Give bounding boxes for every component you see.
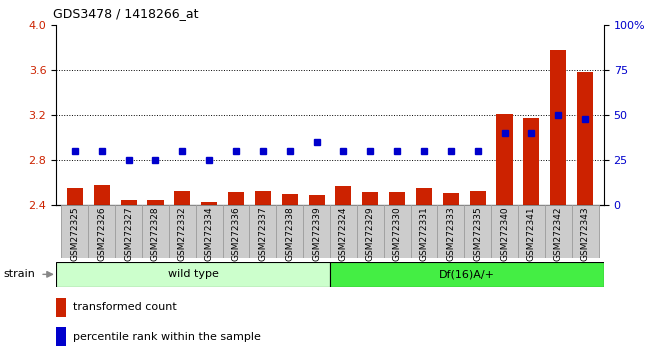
Bar — [94, 185, 110, 205]
Text: GDS3478 / 1418266_at: GDS3478 / 1418266_at — [53, 7, 199, 20]
Bar — [416, 188, 432, 205]
Bar — [550, 50, 566, 205]
Text: GSM272326: GSM272326 — [97, 206, 106, 261]
Bar — [496, 114, 513, 205]
Text: transformed count: transformed count — [73, 302, 176, 313]
Text: Df(16)A/+: Df(16)A/+ — [439, 269, 495, 279]
Text: GSM272334: GSM272334 — [205, 206, 214, 261]
Text: GSM272333: GSM272333 — [446, 206, 455, 261]
Bar — [147, 200, 164, 205]
Bar — [335, 186, 352, 205]
Text: GSM272341: GSM272341 — [527, 206, 536, 261]
Bar — [464, 205, 491, 258]
Bar — [362, 192, 378, 205]
Bar — [518, 205, 544, 258]
Bar — [174, 191, 190, 205]
Text: wild type: wild type — [168, 269, 218, 279]
Bar — [67, 188, 83, 205]
Text: GSM272340: GSM272340 — [500, 206, 509, 261]
Text: GSM272328: GSM272328 — [151, 206, 160, 261]
Bar — [282, 194, 298, 205]
Text: strain: strain — [3, 269, 35, 279]
Bar — [411, 205, 438, 258]
Bar — [255, 191, 271, 205]
Bar — [308, 195, 325, 205]
Text: GSM272336: GSM272336 — [232, 206, 240, 261]
Bar — [228, 192, 244, 205]
Bar — [383, 205, 411, 258]
Bar — [88, 205, 116, 258]
Bar — [201, 202, 217, 205]
Text: GSM272339: GSM272339 — [312, 206, 321, 261]
Bar — [544, 205, 572, 258]
Bar — [330, 262, 604, 287]
Text: GSM272330: GSM272330 — [393, 206, 402, 261]
Bar — [56, 298, 66, 317]
Bar — [115, 205, 142, 258]
Bar — [56, 262, 330, 287]
Bar — [61, 205, 88, 258]
Text: GSM272329: GSM272329 — [366, 206, 375, 261]
Text: percentile rank within the sample: percentile rank within the sample — [73, 332, 261, 342]
Bar — [470, 191, 486, 205]
Text: GSM272335: GSM272335 — [473, 206, 482, 261]
Bar — [277, 205, 303, 258]
Text: GSM272324: GSM272324 — [339, 206, 348, 261]
Bar — [303, 205, 330, 258]
Bar — [389, 192, 405, 205]
Text: GSM272325: GSM272325 — [71, 206, 79, 261]
Bar — [249, 205, 277, 258]
Bar — [357, 205, 383, 258]
Bar — [438, 205, 464, 258]
Bar — [142, 205, 169, 258]
Bar — [443, 193, 459, 205]
Bar — [572, 205, 599, 258]
Bar — [577, 72, 593, 205]
Bar — [523, 119, 539, 205]
Text: GSM272332: GSM272332 — [178, 206, 187, 261]
Bar — [491, 205, 518, 258]
Text: GSM272331: GSM272331 — [420, 206, 428, 261]
Bar — [196, 205, 222, 258]
Bar — [56, 327, 66, 346]
Text: GSM272338: GSM272338 — [285, 206, 294, 261]
Bar — [169, 205, 196, 258]
Bar — [330, 205, 357, 258]
Bar — [222, 205, 249, 258]
Text: GSM272327: GSM272327 — [124, 206, 133, 261]
Text: GSM272342: GSM272342 — [554, 206, 563, 261]
Bar — [121, 200, 137, 205]
Text: GSM272337: GSM272337 — [258, 206, 267, 261]
Text: GSM272343: GSM272343 — [581, 206, 589, 261]
